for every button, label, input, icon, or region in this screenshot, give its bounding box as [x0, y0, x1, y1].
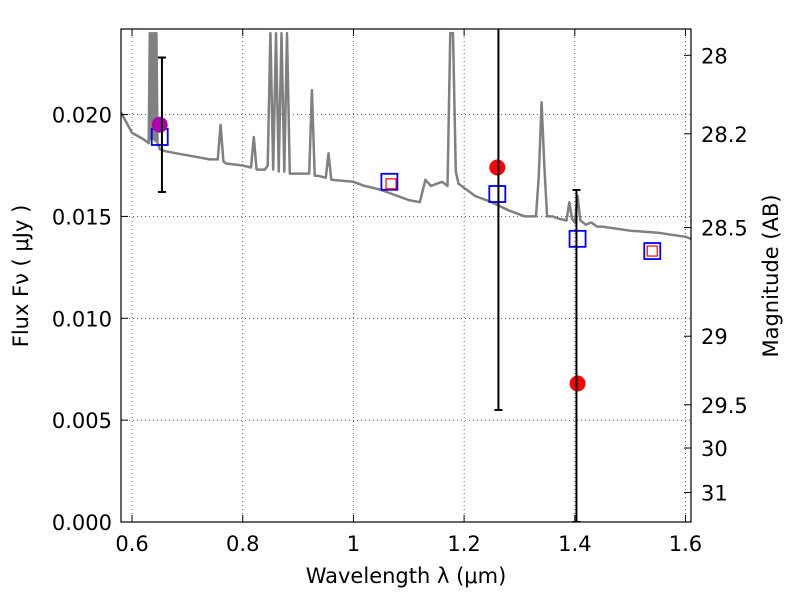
model-photometry-square — [488, 185, 507, 203]
right-tick-label: 28 — [701, 44, 728, 68]
right-tick-label: 28.2 — [701, 123, 748, 147]
x-tick-label: 1 — [347, 532, 360, 556]
plot-frame — [120, 28, 692, 523]
x-tick-label: 1.6 — [669, 532, 702, 556]
y-tick-label: 0.000 — [52, 511, 112, 535]
observed-flux-point — [489, 159, 506, 176]
x-tick-label: 1.4 — [558, 532, 591, 556]
right-tick-label: 31 — [701, 482, 728, 506]
y-tick-label: 0.020 — [52, 104, 112, 128]
right-axis-title: Magnitude (AB) — [759, 194, 783, 357]
y-axis-title: Flux Fν ( μJy ) — [9, 205, 33, 348]
right-tick-label: 29.5 — [701, 394, 748, 418]
spectrum-line — [121, 31, 691, 240]
right-tick-label: 30 — [701, 437, 728, 461]
upper-limit-square — [646, 245, 658, 257]
model-photometry-square — [643, 242, 662, 260]
upper-limit-square — [385, 178, 397, 190]
model-photometry-square — [568, 229, 587, 248]
x-tick-label: 0.8 — [226, 532, 259, 556]
x-axis-title: Wavelength λ (μm) — [306, 564, 507, 588]
observed-flux-point — [569, 375, 586, 392]
y-tick-label: 0.015 — [52, 205, 112, 229]
axis-ticks: 0.6 0.8 1 1.2 1.4 1.6 0.000 0.005 0.010 0.015 0.02… — [52, 29, 748, 556]
right-tick-label: 28.5 — [701, 217, 748, 241]
plot-area — [121, 29, 691, 522]
observed-flux-point — [151, 116, 168, 133]
grid — [121, 29, 691, 522]
y-tick-label: 0.010 — [52, 307, 112, 331]
model-photometry-square — [380, 172, 399, 191]
x-tick-label: 0.6 — [115, 532, 148, 556]
right-tick-label: 29 — [701, 325, 728, 349]
y-tick-label: 0.005 — [52, 409, 112, 433]
x-tick-label: 1.2 — [447, 532, 480, 556]
